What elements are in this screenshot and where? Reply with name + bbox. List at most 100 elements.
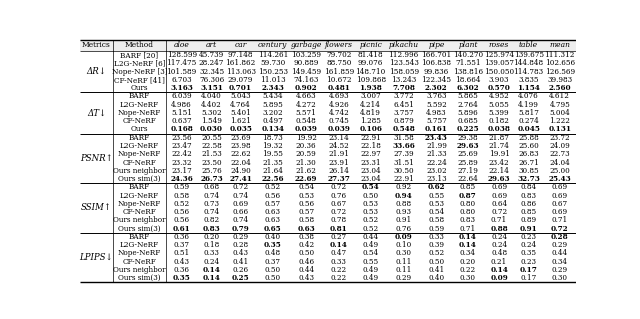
Text: CF-NeRF [41]: CF-NeRF [41] [114, 76, 165, 84]
Text: 1.549: 1.549 [201, 117, 222, 125]
Text: 0.69: 0.69 [232, 200, 249, 208]
Text: CF-NeRF: CF-NeRF [122, 258, 156, 266]
Text: 161.859: 161.859 [324, 68, 354, 76]
Text: 0.14: 0.14 [203, 266, 220, 274]
Text: 0.69: 0.69 [491, 183, 507, 191]
Text: LPIPS↓: LPIPS↓ [79, 253, 113, 262]
Text: Nope-NeRF: Nope-NeRF [118, 109, 161, 117]
Text: 0.56: 0.56 [298, 200, 314, 208]
Text: 27.19: 27.19 [458, 167, 479, 175]
Text: 0.74: 0.74 [204, 208, 220, 216]
Text: 22.64: 22.64 [458, 175, 478, 183]
Text: 0.36: 0.36 [173, 233, 189, 241]
Text: BARF [20]: BARF [20] [120, 51, 159, 59]
Text: 0.83: 0.83 [460, 216, 476, 224]
Text: 0.44: 0.44 [552, 249, 568, 257]
Text: 21.30: 21.30 [296, 159, 317, 167]
Text: 0.74: 0.74 [232, 216, 249, 224]
Text: 28.247: 28.247 [199, 59, 224, 67]
Text: 4.693: 4.693 [328, 93, 349, 100]
Text: CF-NeRF: CF-NeRF [122, 117, 156, 125]
Text: 0.20: 0.20 [204, 233, 220, 241]
Text: 0.701: 0.701 [229, 84, 252, 92]
Text: 0.85: 0.85 [460, 183, 476, 191]
Text: 0.28: 0.28 [551, 233, 568, 241]
Text: 0.14: 0.14 [459, 233, 477, 241]
Text: 22.24: 22.24 [426, 159, 447, 167]
Text: 1.621: 1.621 [230, 117, 251, 125]
Text: 22.58: 22.58 [201, 142, 222, 150]
Text: 0.42: 0.42 [298, 241, 314, 249]
Text: 0.37: 0.37 [173, 241, 189, 249]
Text: 26.14: 26.14 [328, 167, 349, 175]
Text: 5.896: 5.896 [458, 109, 478, 117]
Text: 0.41: 0.41 [232, 258, 249, 266]
Text: 0.79: 0.79 [232, 225, 250, 233]
Text: 0.27: 0.27 [331, 233, 347, 241]
Text: 0.53: 0.53 [298, 192, 314, 200]
Text: 90.889: 90.889 [294, 59, 319, 67]
Text: 25.89: 25.89 [458, 159, 478, 167]
Text: 0.35: 0.35 [520, 249, 536, 257]
Text: 0.54: 0.54 [363, 249, 379, 257]
Text: 0.84: 0.84 [520, 183, 537, 191]
Text: 114.783: 114.783 [513, 68, 543, 76]
Text: 99.836: 99.836 [424, 68, 449, 76]
Text: 10.672: 10.672 [326, 76, 351, 84]
Text: Ours: Ours [131, 84, 148, 92]
Text: 5.043: 5.043 [230, 93, 251, 100]
Text: Ours neighbor: Ours neighbor [113, 167, 166, 175]
Text: 0.80: 0.80 [460, 208, 476, 216]
Text: 103.259: 103.259 [291, 51, 321, 59]
Text: Nope-NeRF: Nope-NeRF [118, 150, 161, 158]
Text: 0.72: 0.72 [491, 208, 507, 216]
Text: BARF: BARF [129, 93, 150, 100]
Text: 0.23: 0.23 [520, 258, 536, 266]
Text: 19.92: 19.92 [296, 134, 317, 142]
Text: 0.66: 0.66 [232, 208, 249, 216]
Text: 25.00: 25.00 [549, 167, 570, 175]
Text: 81.418: 81.418 [358, 51, 383, 59]
Text: 117.475: 117.475 [166, 59, 196, 67]
Text: 30.50: 30.50 [394, 167, 414, 175]
Text: 0.52: 0.52 [173, 200, 189, 208]
Text: 0.54: 0.54 [362, 183, 380, 191]
Text: BARF: BARF [129, 183, 150, 191]
Text: picnic: picnic [359, 41, 382, 49]
Text: 20.36: 20.36 [296, 142, 316, 150]
Text: 25.69: 25.69 [458, 150, 478, 158]
Text: 39.983: 39.983 [547, 76, 572, 84]
Text: 0.33: 0.33 [204, 249, 220, 257]
Text: 27.37: 27.37 [328, 175, 350, 183]
Text: 23.04: 23.04 [360, 167, 381, 175]
Text: 0.34: 0.34 [552, 258, 568, 266]
Text: 0.745: 0.745 [328, 117, 349, 125]
Text: 0.29: 0.29 [396, 274, 412, 282]
Text: 0.51: 0.51 [173, 249, 189, 257]
Text: 150.050: 150.050 [484, 68, 514, 76]
Text: 4.402: 4.402 [201, 100, 222, 109]
Text: 0.87: 0.87 [459, 192, 477, 200]
Text: 5.055: 5.055 [489, 100, 509, 109]
Text: 27.41: 27.41 [229, 175, 252, 183]
Text: 0.29: 0.29 [552, 241, 568, 249]
Text: century: century [258, 41, 287, 49]
Text: 6.302: 6.302 [456, 84, 479, 92]
Text: 0.53: 0.53 [363, 208, 379, 216]
Text: 0.59: 0.59 [428, 225, 445, 233]
Text: 20.59: 20.59 [296, 150, 317, 158]
Text: Nope-NeRF [3]: Nope-NeRF [3] [111, 68, 167, 76]
Text: 0.548: 0.548 [296, 117, 317, 125]
Text: 0.69: 0.69 [552, 192, 568, 200]
Text: 0.22: 0.22 [460, 266, 476, 274]
Text: 0.58: 0.58 [298, 216, 314, 224]
Text: 0.35: 0.35 [264, 241, 282, 249]
Bar [80, 40, 576, 51]
Text: 6.451: 6.451 [393, 100, 414, 109]
Text: 0.54: 0.54 [428, 208, 445, 216]
Text: 5.302: 5.302 [201, 109, 222, 117]
Text: 144.848: 144.848 [513, 59, 543, 67]
Text: 0.88: 0.88 [490, 225, 508, 233]
Text: 5.592: 5.592 [426, 100, 447, 109]
Text: 4.764: 4.764 [230, 100, 251, 109]
